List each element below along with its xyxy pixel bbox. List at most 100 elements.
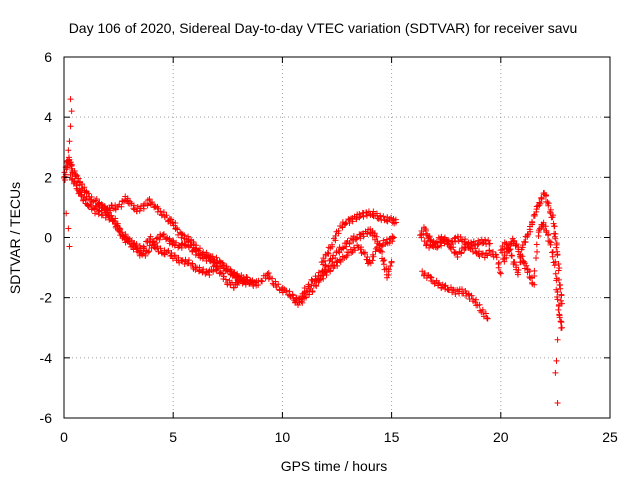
data-point-marker bbox=[346, 239, 353, 246]
data-point-marker bbox=[535, 229, 542, 236]
data-point-marker bbox=[479, 240, 486, 247]
data-point-marker bbox=[247, 277, 254, 284]
data-point-marker bbox=[435, 280, 442, 287]
series-arc-e bbox=[318, 208, 399, 268]
data-point-marker bbox=[67, 171, 74, 178]
data-point-marker bbox=[173, 239, 180, 246]
data-point-marker bbox=[85, 190, 92, 197]
data-point-marker bbox=[329, 255, 336, 262]
data-point-marker bbox=[212, 262, 219, 269]
data-point-marker bbox=[444, 238, 451, 245]
data-point-marker bbox=[234, 281, 241, 288]
x-tick-label: 10 bbox=[275, 429, 291, 445]
data-point-marker bbox=[295, 302, 302, 309]
data-point-marker bbox=[178, 257, 185, 264]
grid-lines bbox=[64, 57, 610, 418]
data-point-marker bbox=[544, 199, 551, 206]
data-point-marker bbox=[389, 235, 396, 242]
data-point-marker bbox=[202, 253, 209, 260]
data-point-marker bbox=[354, 234, 361, 241]
data-point-marker bbox=[140, 243, 147, 250]
data-point-marker bbox=[495, 264, 502, 271]
data-point-marker bbox=[438, 285, 445, 292]
data-point-marker bbox=[428, 274, 435, 281]
data-point-marker bbox=[87, 201, 94, 208]
data-point-marker bbox=[510, 238, 517, 245]
data-point-marker bbox=[108, 212, 115, 219]
data-point-marker bbox=[77, 188, 84, 195]
data-point-marker bbox=[538, 194, 545, 201]
data-point-marker bbox=[317, 276, 324, 283]
data-point-marker bbox=[65, 147, 72, 154]
data-point-marker bbox=[383, 217, 390, 224]
data-point-marker bbox=[489, 248, 496, 255]
data-point-marker bbox=[557, 285, 564, 292]
data-point-marker bbox=[549, 253, 556, 260]
data-point-marker bbox=[546, 238, 553, 245]
data-point-marker bbox=[189, 260, 196, 267]
x-axis-label: GPS time / hours bbox=[281, 458, 388, 474]
data-point-marker bbox=[421, 270, 428, 277]
data-point-marker bbox=[178, 244, 185, 251]
data-point-marker bbox=[531, 281, 538, 288]
data-point-marker bbox=[373, 233, 380, 240]
data-point-marker bbox=[242, 281, 249, 288]
data-point-marker bbox=[328, 241, 335, 248]
data-point-marker bbox=[507, 242, 514, 249]
data-point-marker bbox=[511, 259, 518, 266]
data-point-marker bbox=[486, 240, 493, 247]
data-point-marker bbox=[513, 241, 520, 248]
data-point-marker bbox=[142, 252, 149, 259]
data-point-marker bbox=[557, 318, 564, 325]
data-point-marker bbox=[361, 250, 368, 257]
data-point-marker bbox=[552, 270, 559, 277]
data-point-marker bbox=[441, 240, 448, 247]
data-point-marker bbox=[172, 220, 179, 227]
data-point-marker bbox=[553, 357, 560, 364]
data-point-marker bbox=[555, 306, 562, 313]
data-point-marker bbox=[557, 297, 564, 304]
data-point-marker bbox=[483, 315, 490, 322]
data-point-marker bbox=[73, 182, 80, 189]
data-point-marker bbox=[472, 296, 479, 303]
series-arc-b bbox=[67, 171, 260, 289]
data-point-marker bbox=[476, 301, 483, 308]
data-point-marker bbox=[175, 254, 182, 261]
data-point-marker bbox=[220, 273, 227, 280]
data-point-marker bbox=[554, 399, 561, 406]
x-tick-label: 5 bbox=[169, 429, 177, 445]
data-point-marker bbox=[555, 267, 562, 274]
data-point-marker bbox=[339, 224, 346, 231]
data-point-marker bbox=[353, 235, 360, 242]
data-point-marker bbox=[210, 268, 217, 275]
data-point-marker bbox=[426, 244, 433, 251]
data-point-marker bbox=[141, 244, 148, 251]
data-point-marker bbox=[524, 233, 531, 240]
data-point-marker bbox=[427, 273, 434, 280]
data-point-marker bbox=[533, 241, 540, 248]
data-point-marker bbox=[549, 214, 556, 221]
data-point-marker bbox=[265, 270, 272, 277]
data-point-marker bbox=[515, 246, 522, 253]
data-point-marker bbox=[552, 369, 559, 376]
data-point-marker bbox=[547, 241, 554, 248]
data-point-marker bbox=[102, 206, 109, 213]
data-point-marker bbox=[313, 283, 320, 290]
data-point-marker bbox=[156, 236, 163, 243]
data-point-marker bbox=[321, 257, 328, 264]
data-point-marker bbox=[78, 192, 85, 199]
data-point-marker bbox=[75, 175, 82, 182]
data-point-marker bbox=[230, 284, 237, 291]
data-point-marker bbox=[352, 247, 359, 254]
data-point-marker bbox=[84, 202, 91, 209]
data-point-marker bbox=[538, 196, 545, 203]
data-point-marker bbox=[556, 282, 563, 289]
data-point-marker bbox=[157, 208, 164, 215]
data-point-marker bbox=[95, 200, 102, 207]
data-point-marker bbox=[511, 237, 518, 244]
data-point-marker bbox=[455, 237, 462, 244]
data-point-marker bbox=[392, 219, 399, 226]
data-point-marker bbox=[302, 292, 309, 299]
data-point-marker bbox=[134, 204, 141, 211]
